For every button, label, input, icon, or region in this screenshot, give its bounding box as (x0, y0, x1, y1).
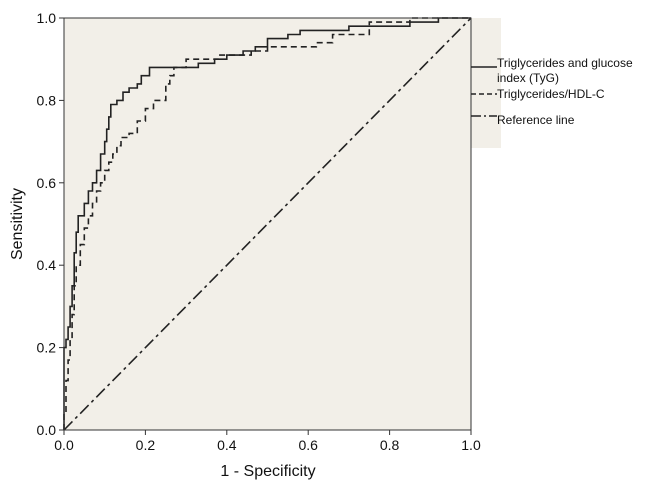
series-layer (63, 17, 472, 431)
y-axis-title: Sensitivity (9, 188, 26, 260)
x-tick-label: 1.0 (461, 437, 481, 453)
x-tick-label: 0.8 (380, 437, 400, 453)
legend-label-1: Triglycerides and glucose index (TyG) (497, 56, 633, 85)
x-tick-label: 0.4 (217, 437, 237, 453)
plot-frame (63, 17, 472, 431)
legend: Triglycerides and glucose index (TyG) Trig… (471, 56, 633, 127)
y-tick-label: 0.8 (37, 92, 57, 108)
y-tick-label: 1.0 (37, 10, 57, 26)
x-tick-label: 0.6 (298, 437, 318, 453)
y-axis-ticks: 0.0 0.2 0.4 0.6 0.8 1.0 (37, 10, 64, 438)
legend-area (471, 18, 501, 148)
y-tick-label: 0.4 (37, 257, 57, 273)
x-axis-ticks: 0.0 0.2 0.4 0.6 0.8 1.0 (54, 430, 481, 453)
x-axis-title: 1 - Specificity (220, 463, 315, 480)
series-line-3 (63, 17, 472, 431)
x-tick-label: 0.2 (136, 437, 156, 453)
series-line-1 (63, 17, 471, 430)
y-tick-label: 0.2 (37, 340, 57, 356)
y-tick-label: 0.0 (37, 422, 57, 438)
y-tick-label: 0.6 (37, 175, 57, 191)
legend-label-2: Triglycerides/HDL-C (497, 87, 605, 101)
x-tick-label: 0.0 (54, 437, 74, 453)
series-line-2 (63, 17, 471, 430)
legend-label-3: Reference line (497, 113, 575, 127)
